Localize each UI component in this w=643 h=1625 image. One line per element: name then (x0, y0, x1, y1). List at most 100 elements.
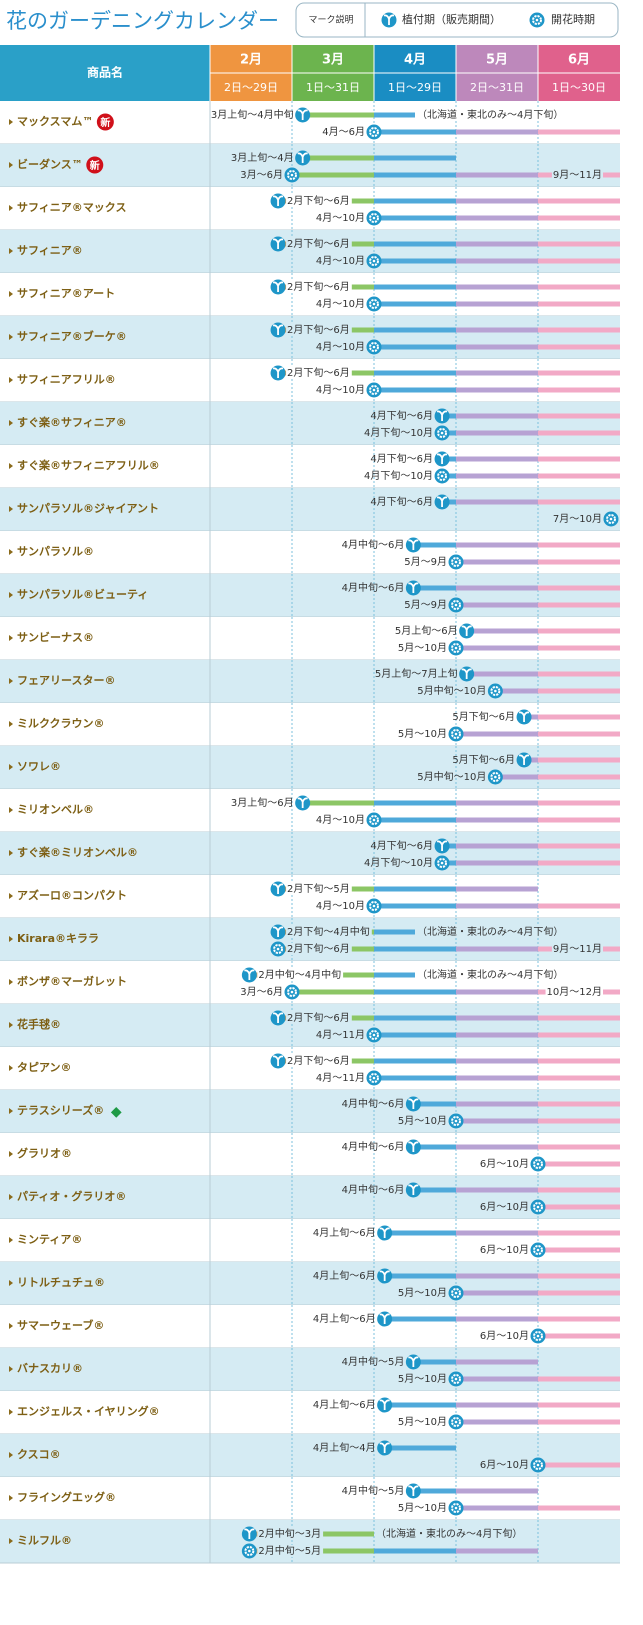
flower-label: 6月〜10月 (480, 1459, 529, 1471)
product-name: サンビーナス® (17, 630, 94, 644)
icon-flower-center (454, 732, 458, 736)
flower-bar (495, 774, 538, 780)
row-arrow (9, 936, 13, 942)
note: （北海道・東北のみ〜4月下旬） (417, 968, 563, 981)
icon-sprout (272, 281, 284, 292)
flower-bar (374, 172, 456, 178)
flower-label: 4月〜10月 (316, 384, 365, 396)
plant-icon (295, 107, 311, 123)
flower-bar (538, 1505, 620, 1511)
plant-icon (434, 408, 450, 424)
plant-bar (538, 1015, 620, 1021)
icon-flower (369, 815, 379, 825)
icon-flower-center (494, 775, 497, 779)
row-arrow (9, 1022, 13, 1028)
row-arrow (9, 592, 13, 598)
flower-label: 2月中旬〜5月 (258, 1544, 321, 1557)
plant-bar (413, 1359, 456, 1365)
plant-label: 2月下旬〜6月 (287, 1011, 350, 1024)
plant-icon (270, 279, 286, 295)
row-arrow (9, 1151, 13, 1157)
plant-bar (456, 1015, 538, 1021)
icon-flower-center (440, 861, 444, 865)
plant-bar (538, 628, 620, 634)
flower-label: 7月〜10月 (553, 513, 602, 525)
extra-label: 10月〜12月 (547, 986, 602, 998)
plant-bar (374, 284, 456, 290)
note: （北海道・東北のみ〜4月下旬） (376, 1527, 522, 1540)
flower-label: 4月〜10月 (316, 255, 365, 267)
flower-label: 6月〜10月 (480, 1201, 529, 1213)
plant-icon (270, 236, 286, 252)
icon-flower-center (454, 1377, 458, 1381)
flower-bar (374, 817, 456, 823)
icon-sprout (408, 1141, 419, 1152)
flower-bar (538, 1376, 620, 1382)
flower-bar (456, 1376, 538, 1382)
icon-flower (287, 170, 297, 180)
plant-bar (374, 112, 415, 118)
flower-bar (456, 258, 538, 264)
product-name: すぐ楽®サフィニア® (17, 415, 127, 429)
row-bg (0, 1391, 620, 1434)
flower-icon (487, 769, 503, 785)
flower-bar (456, 731, 538, 737)
row-bg (0, 1004, 620, 1047)
flower-bar (456, 903, 538, 909)
icon-flower-center (494, 689, 497, 693)
product-name: エンジェルス・イヤリング® (17, 1404, 160, 1418)
flower-icon (448, 554, 464, 570)
icon-sprout (297, 152, 308, 163)
row-arrow (9, 1065, 13, 1071)
month-name: 6月 (568, 53, 590, 68)
row-bg (0, 1262, 620, 1305)
product-name: サンパラソル®ビューティ (17, 587, 148, 601)
plant-bar (413, 1144, 456, 1150)
plant-icon (377, 1311, 393, 1327)
month-range: 1日〜30日 (552, 81, 606, 94)
icon-sprout (383, 14, 395, 25)
plant-icon (459, 666, 475, 682)
icon-sprout (408, 539, 419, 550)
icon-flower (369, 127, 379, 137)
flower-bar (456, 1290, 538, 1296)
row-bg (0, 1219, 620, 1262)
flower-bar (538, 215, 620, 221)
row-bg (0, 273, 620, 316)
product-name: ミルククラウン® (17, 717, 105, 730)
flower-bar (456, 1032, 538, 1038)
icon-flower-center (454, 1291, 458, 1295)
legend-flower: 開花時期 (551, 13, 595, 26)
row-arrow (9, 721, 13, 727)
month-range: 1日〜31日 (306, 81, 360, 94)
product-name: ミリオンベル® (17, 803, 94, 816)
plant-label: 4月上旬〜6月 (313, 1312, 376, 1325)
flower-bar (538, 301, 620, 307)
product-name: サフィニア® (17, 244, 83, 257)
flower-icon (366, 339, 382, 355)
icon-flower (244, 1546, 255, 1556)
row-bg (0, 660, 620, 703)
plant-bar (456, 499, 538, 505)
row-bg (0, 531, 620, 574)
icon-sprout (408, 1485, 419, 1496)
plant-bar (538, 499, 620, 505)
plant-bar (374, 241, 456, 247)
row-arrow (9, 893, 13, 899)
plant-label: 4月中旬〜6月 (342, 1140, 405, 1153)
product-name: ミルフル® (17, 1534, 72, 1547)
plant-label: 4月中旬〜6月 (342, 538, 405, 551)
product-name: Kirara®キララ (17, 932, 99, 945)
label-bg (257, 1528, 324, 1540)
plant-icon (377, 1440, 393, 1456)
product-name: サマーウェーブ® (17, 1318, 104, 1332)
plant-label: 4月中旬〜5月 (342, 1355, 405, 1368)
plant-icon (516, 752, 532, 768)
plant-icon (270, 881, 286, 897)
flower-bar (374, 258, 456, 264)
icon-sprout (408, 1184, 419, 1195)
row-arrow (9, 1538, 13, 1544)
flower-bar (538, 903, 620, 909)
plant-bar (538, 370, 620, 376)
flower-icon (448, 1371, 464, 1387)
